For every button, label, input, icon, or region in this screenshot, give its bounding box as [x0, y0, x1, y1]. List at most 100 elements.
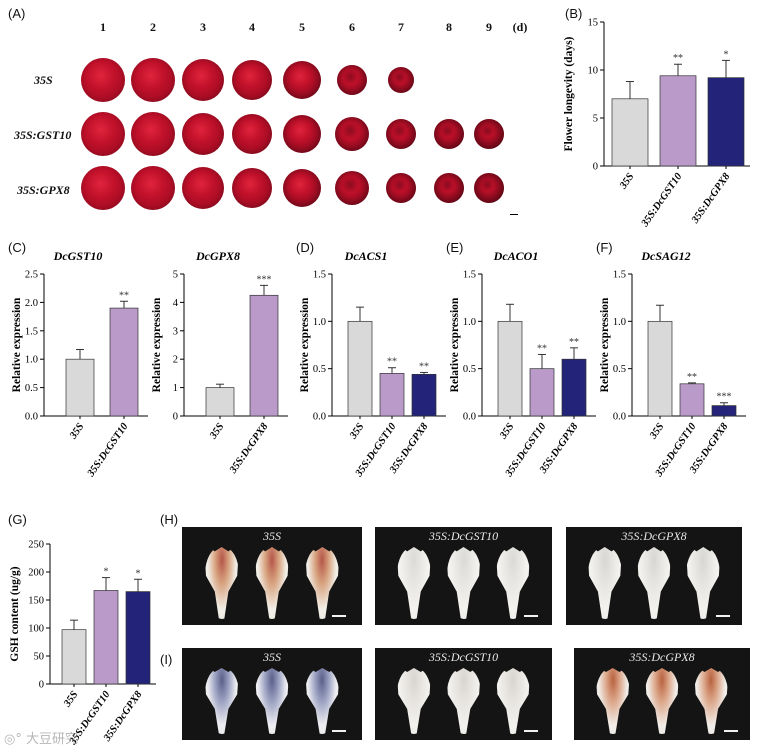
panel-label-e: (E) [446, 240, 464, 255]
photo-title: 35S:DcGST10 [428, 529, 499, 543]
chart-c-dcgst10: DcGST10 Relative expression 0.0 0.5 1.0 1.5 2.… [11, 249, 148, 480]
significance-label: *** [257, 274, 272, 285]
carnation-flower [337, 65, 367, 95]
scale-bar [332, 730, 346, 732]
photo-i-gpx8: 35S:DcGPX8 [574, 648, 750, 740]
y-tick-label: 0.0 [313, 412, 326, 423]
carnation-flower [283, 61, 321, 99]
panel-label-c: (C) [8, 240, 27, 255]
bar [659, 75, 697, 167]
photo-title: 35S [263, 529, 281, 543]
y-tick-label: 0.0 [463, 412, 476, 423]
bar [249, 294, 279, 417]
bar [411, 373, 437, 417]
y-tick-label: 1.0 [463, 317, 476, 328]
carnation-petal [255, 668, 289, 734]
significance-label: ** [387, 357, 397, 368]
y-axis-label: Relative expression [11, 297, 23, 392]
carnation-flower [182, 59, 224, 101]
panel-label-g: (G) [8, 512, 27, 527]
carnation-petal [305, 547, 340, 619]
photo-h-gpx8: 35S:DcGPX8 [566, 527, 742, 625]
y-tick-label: 1.5 [25, 326, 38, 337]
significance-label: *** [717, 392, 732, 403]
day-label: 5 [299, 20, 305, 34]
significance-label: ** [537, 343, 547, 354]
bar [647, 320, 673, 417]
significance-label: ** [673, 53, 683, 64]
carnation-petal [204, 547, 239, 619]
panel-label-i: (I) [160, 652, 173, 667]
y-tick-label: 100 [28, 624, 44, 635]
carnation-flower [131, 58, 175, 102]
panel-label-d: (D) [296, 240, 315, 255]
category-label: 35S:DcGPX8 [227, 421, 270, 477]
panel-label-h: (H) [160, 512, 179, 527]
carnation-flower [386, 173, 416, 203]
photo-i-35s: 35S [182, 648, 362, 740]
scale-bar [524, 730, 538, 732]
bar [529, 368, 555, 417]
photo-title: 35S:DcGST10 [428, 650, 499, 664]
chart-title: DcSAG12 [640, 249, 690, 263]
photo-title: 35S:DcGPX8 [629, 650, 695, 664]
significance-label: ** [687, 372, 697, 383]
photo-title: 35S [263, 650, 281, 664]
carnation-petal [204, 668, 239, 734]
carnation-flower [81, 112, 125, 156]
chart-c-dcgpx8: DcGPX8 Relative expression 0 1 2 3 4 5 35S *** 35S… [151, 249, 288, 477]
y-tick-label: 2.0 [25, 298, 38, 309]
y-axis-label: GSH content (ug/g) [9, 566, 21, 661]
day-label: 4 [249, 20, 255, 34]
y-tick-label: 0.5 [313, 364, 326, 375]
carnation-flower [388, 67, 414, 93]
y-tick-label: 10 [588, 66, 599, 77]
day-label: 9 [486, 20, 492, 34]
carnation-petal [496, 668, 531, 734]
carnation-flower [232, 114, 272, 154]
panel-label-b: (B) [565, 6, 583, 21]
bar [679, 383, 705, 417]
panel-label-a: (A) [8, 6, 26, 21]
y-tick-label: 1.5 [613, 270, 626, 281]
carnation-flower [283, 169, 321, 207]
carnation-flower [335, 117, 369, 151]
y-tick-label: 1.0 [313, 317, 326, 328]
carnation-petal [446, 547, 481, 619]
y-tick-label: 5 [593, 114, 598, 125]
photo-title: 35S:DcGPX8 [621, 529, 687, 543]
y-axis-label: Flower longevity (days) [563, 36, 575, 151]
y-tick-label: 1.0 [613, 317, 626, 328]
y-tick-label: 2 [173, 355, 178, 366]
carnation-petal [396, 668, 431, 734]
carnation-petal [305, 668, 340, 734]
chart-b-flower-longevity: Flower longevity (days) 0 5 10 15 35S ** 35S:Dc… [563, 18, 750, 230]
category-label: 35S [207, 421, 226, 442]
photo-h-35s: 35S [182, 527, 362, 625]
carnation-flower [182, 167, 224, 209]
carnation-flower [283, 115, 321, 153]
carnation-petal [396, 547, 431, 619]
bar [561, 358, 587, 417]
bar [611, 98, 649, 167]
day-label: 1 [100, 20, 106, 34]
day-label: 3 [200, 20, 206, 34]
day-label: 6 [349, 20, 355, 34]
row-label-35s: 35S [34, 73, 53, 87]
y-tick-label: 1.5 [313, 270, 326, 281]
carnation-petal [446, 668, 481, 734]
day-label: 7 [398, 20, 404, 34]
y-tick-label: 150 [28, 596, 44, 607]
significance-label: * [724, 49, 729, 60]
y-tick-label: 1 [173, 383, 178, 394]
carnation-petal [686, 547, 721, 619]
y-tick-label: 0.5 [463, 364, 476, 375]
carnation-flower [474, 119, 504, 149]
y-tick-label: 0.0 [613, 412, 626, 423]
chart-title: DcACO1 [493, 249, 539, 263]
bar [125, 591, 151, 685]
bar [93, 590, 119, 685]
y-tick-label: 200 [28, 568, 44, 579]
carnation-flower [386, 119, 416, 149]
carnation-petal [645, 668, 679, 734]
